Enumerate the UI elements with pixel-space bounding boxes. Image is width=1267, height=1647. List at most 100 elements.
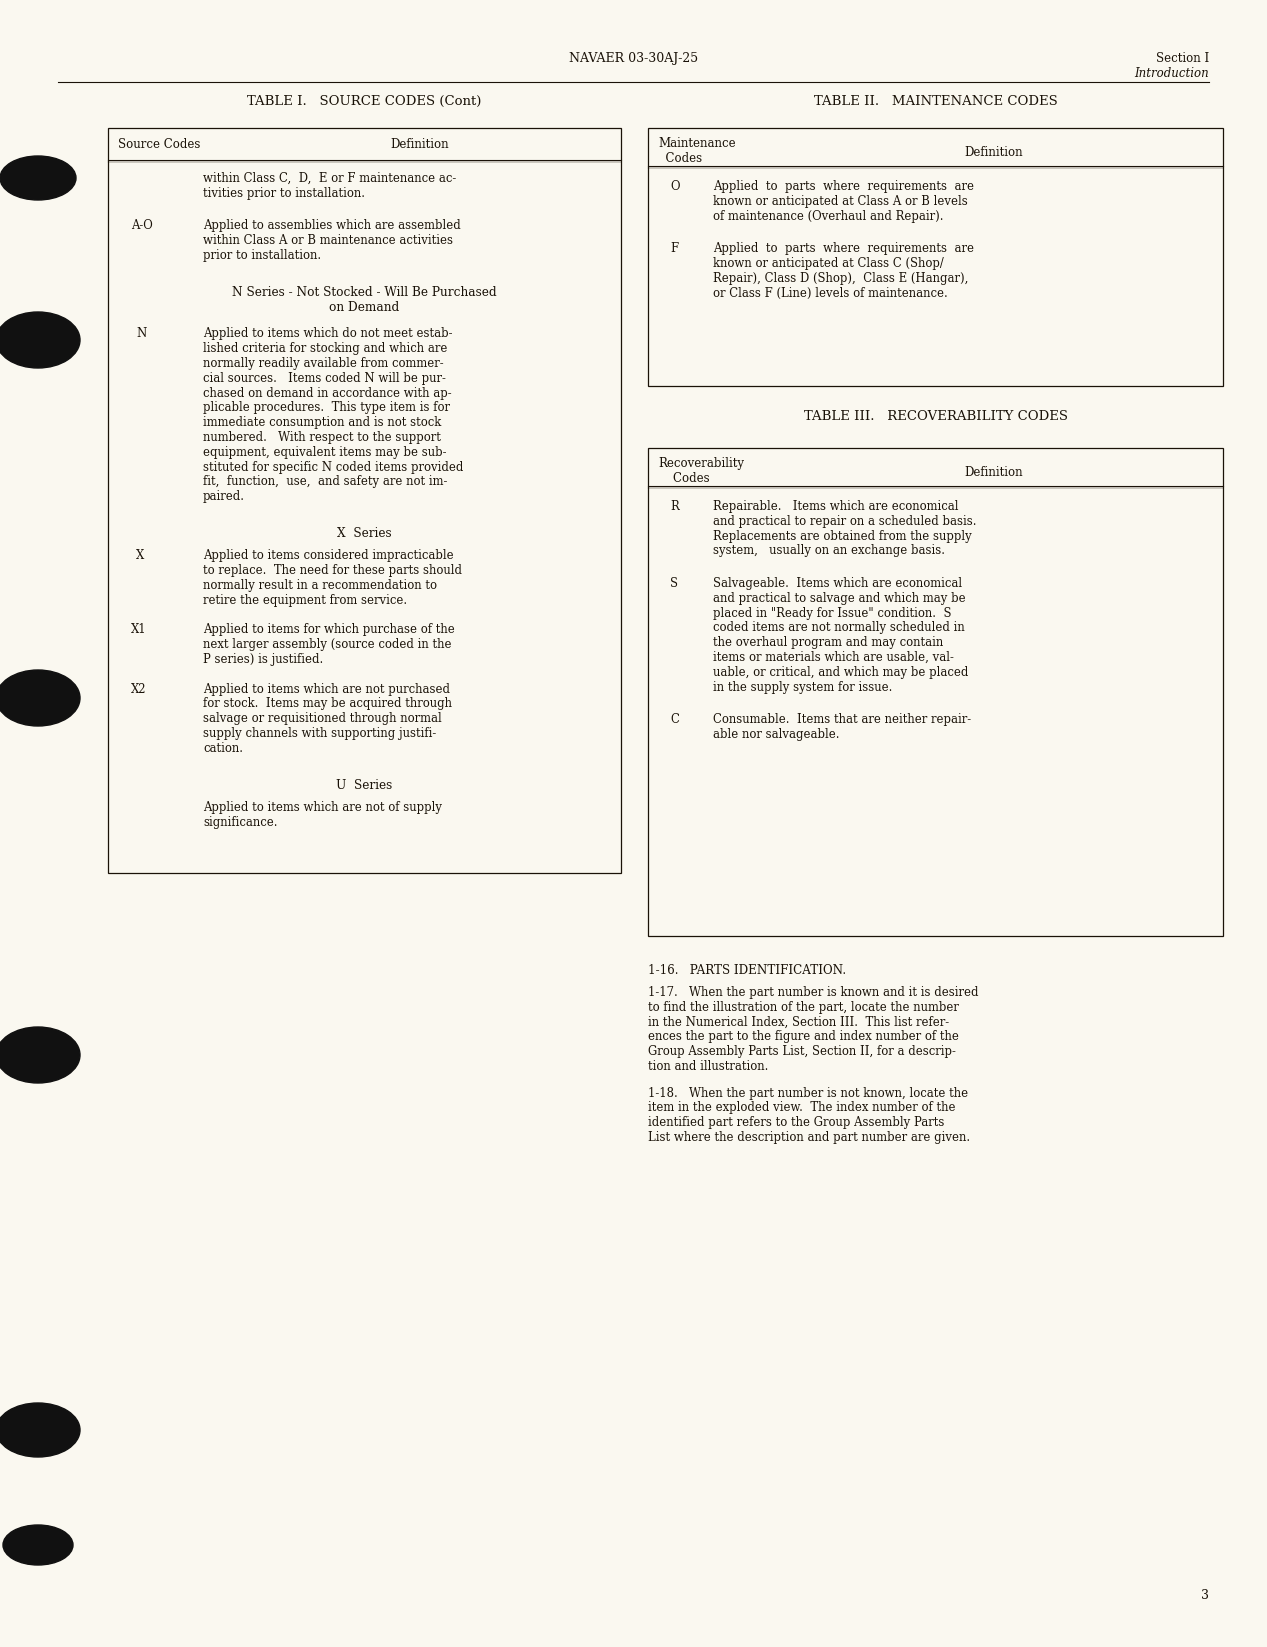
Text: N: N	[136, 328, 146, 341]
Ellipse shape	[3, 1525, 73, 1565]
Text: ences the part to the figure and index number of the: ences the part to the figure and index n…	[647, 1031, 959, 1044]
Text: Applied to items which do not meet estab-: Applied to items which do not meet estab…	[203, 328, 452, 341]
Text: cial sources.   Items coded N will be pur-: cial sources. Items coded N will be pur-	[203, 372, 446, 385]
Text: X2: X2	[131, 682, 147, 695]
Text: Applied to items which are not of supply: Applied to items which are not of supply	[203, 800, 442, 814]
Text: placed in "Ready for Issue" condition.  S: placed in "Ready for Issue" condition. S	[713, 606, 952, 619]
Text: O: O	[670, 180, 679, 193]
Text: Source Codes: Source Codes	[118, 138, 200, 152]
Text: Recoverability: Recoverability	[658, 456, 744, 469]
Text: lished criteria for stocking and which are: lished criteria for stocking and which a…	[203, 343, 447, 356]
Text: Applied to items considered impracticable: Applied to items considered impracticabl…	[203, 550, 454, 562]
Text: P series) is justified.: P series) is justified.	[203, 652, 323, 665]
Text: in the Numerical Index, Section III.  This list refer-: in the Numerical Index, Section III. Thi…	[647, 1016, 949, 1029]
Text: uable, or critical, and which may be placed: uable, or critical, and which may be pla…	[713, 665, 968, 679]
Text: item in the exploded view.  The index number of the: item in the exploded view. The index num…	[647, 1102, 955, 1115]
Text: coded items are not normally scheduled in: coded items are not normally scheduled i…	[713, 621, 964, 634]
Text: R: R	[670, 501, 679, 512]
Text: within Class C,  D,  E or F maintenance ac-: within Class C, D, E or F maintenance ac…	[203, 171, 456, 184]
Text: next larger assembly (source coded in the: next larger assembly (source coded in th…	[203, 637, 451, 651]
Bar	[647, 128, 1223, 385]
Text: paired.: paired.	[203, 491, 245, 504]
Text: NAVAER 03-30AJ-25: NAVAER 03-30AJ-25	[569, 53, 698, 64]
Text: Applied to assemblies which are assembled: Applied to assemblies which are assemble…	[203, 219, 461, 232]
Bar	[647, 448, 1223, 935]
Text: TABLE II.   MAINTENANCE CODES: TABLE II. MAINTENANCE CODES	[813, 96, 1058, 109]
Text: normally readily available from commer-: normally readily available from commer-	[203, 357, 443, 371]
Text: 1-17.   When the part number is known and it is desired: 1-17. When the part number is known and …	[647, 987, 978, 1000]
Text: identified part refers to the Group Assembly Parts: identified part refers to the Group Asse…	[647, 1117, 944, 1130]
Text: Salvageable.  Items which are economical: Salvageable. Items which are economical	[713, 576, 962, 590]
Text: or Class F (Line) levels of maintenance.: or Class F (Line) levels of maintenance.	[713, 287, 948, 300]
Text: cation.: cation.	[203, 741, 243, 754]
Text: Applied  to  parts  where  requirements  are: Applied to parts where requirements are	[713, 180, 974, 193]
Text: Group Assembly Parts List, Section II, for a descrip-: Group Assembly Parts List, Section II, f…	[647, 1046, 955, 1059]
Text: retire the equipment from service.: retire the equipment from service.	[203, 595, 407, 606]
Text: supply channels with supporting justifi-: supply channels with supporting justifi-	[203, 726, 436, 740]
Text: stituted for specific N coded items provided: stituted for specific N coded items prov…	[203, 461, 464, 474]
Text: Definition: Definition	[390, 138, 449, 152]
Ellipse shape	[0, 311, 80, 367]
Text: X  Series: X Series	[337, 527, 392, 540]
Text: TABLE III.   RECOVERABILITY CODES: TABLE III. RECOVERABILITY CODES	[803, 410, 1068, 423]
Text: known or anticipated at Class A or B levels: known or anticipated at Class A or B lev…	[713, 194, 968, 208]
Text: Replacements are obtained from the supply: Replacements are obtained from the suppl…	[713, 530, 972, 542]
Text: for stock.  Items may be acquired through: for stock. Items may be acquired through	[203, 697, 452, 710]
Text: Codes: Codes	[658, 152, 702, 165]
Ellipse shape	[0, 1028, 80, 1084]
Text: Consumable.  Items that are neither repair-: Consumable. Items that are neither repai…	[713, 713, 971, 726]
Text: and practical to repair on a scheduled basis.: and practical to repair on a scheduled b…	[713, 516, 977, 527]
Text: 1-16.   PARTS IDENTIFICATION.: 1-16. PARTS IDENTIFICATION.	[647, 963, 846, 977]
Text: numbered.   With respect to the support: numbered. With respect to the support	[203, 432, 441, 445]
Text: salvage or requisitioned through normal: salvage or requisitioned through normal	[203, 712, 442, 725]
Text: plicable procedures.  This type item is for: plicable procedures. This type item is f…	[203, 402, 450, 415]
Text: items or materials which are usable, val-: items or materials which are usable, val…	[713, 651, 954, 664]
Text: N Series - Not Stocked - Will Be Purchased: N Series - Not Stocked - Will Be Purchas…	[232, 287, 497, 300]
Text: Definition: Definition	[964, 466, 1022, 479]
Text: able nor salvageable.: able nor salvageable.	[713, 728, 840, 741]
Text: within Class A or B maintenance activities: within Class A or B maintenance activiti…	[203, 234, 454, 247]
Text: Applied to items for which purchase of the: Applied to items for which purchase of t…	[203, 624, 455, 636]
Text: Introduction: Introduction	[1134, 68, 1209, 81]
Text: A-O: A-O	[131, 219, 153, 232]
Text: of maintenance (Overhaul and Repair).: of maintenance (Overhaul and Repair).	[713, 209, 944, 222]
Text: to find the illustration of the part, locate the number: to find the illustration of the part, lo…	[647, 1001, 959, 1015]
Bar	[108, 128, 621, 873]
Text: and practical to salvage and which may be: and practical to salvage and which may b…	[713, 591, 965, 604]
Text: to replace.  The need for these parts should: to replace. The need for these parts sho…	[203, 565, 462, 576]
Text: significance.: significance.	[203, 815, 277, 828]
Text: F: F	[670, 242, 678, 255]
Text: TABLE I.   SOURCE CODES (Cont): TABLE I. SOURCE CODES (Cont)	[247, 96, 481, 109]
Text: Repairable.   Items which are economical: Repairable. Items which are economical	[713, 501, 959, 512]
Text: fit,  function,  use,  and safety are not im-: fit, function, use, and safety are not i…	[203, 476, 447, 489]
Text: tivities prior to installation.: tivities prior to installation.	[203, 186, 365, 199]
Text: Applied  to  parts  where  requirements  are: Applied to parts where requirements are	[713, 242, 974, 255]
Text: Codes: Codes	[658, 471, 710, 484]
Ellipse shape	[0, 156, 76, 199]
Text: X1: X1	[131, 624, 147, 636]
Text: Section I: Section I	[1156, 53, 1209, 64]
Text: Repair), Class D (Shop),  Class E (Hangar),: Repair), Class D (Shop), Class E (Hangar…	[713, 272, 968, 285]
Text: equipment, equivalent items may be sub-: equipment, equivalent items may be sub-	[203, 446, 446, 460]
Text: C: C	[670, 713, 679, 726]
Text: Definition: Definition	[964, 147, 1022, 160]
Text: the overhaul program and may contain: the overhaul program and may contain	[713, 636, 943, 649]
Text: X: X	[136, 550, 144, 562]
Text: 1-18.   When the part number is not known, locate the: 1-18. When the part number is not known,…	[647, 1087, 968, 1100]
Text: chased on demand in accordance with ap-: chased on demand in accordance with ap-	[203, 387, 451, 400]
Text: 3: 3	[1201, 1589, 1209, 1603]
Text: tion and illustration.: tion and illustration.	[647, 1061, 768, 1072]
Text: Applied to items which are not purchased: Applied to items which are not purchased	[203, 682, 450, 695]
Text: List where the description and part number are given.: List where the description and part numb…	[647, 1131, 971, 1145]
Text: on Demand: on Demand	[329, 301, 399, 315]
Text: S: S	[670, 576, 678, 590]
Text: in the supply system for issue.: in the supply system for issue.	[713, 680, 892, 693]
Text: U  Series: U Series	[336, 779, 393, 792]
Text: system,   usually on an exchange basis.: system, usually on an exchange basis.	[713, 545, 945, 557]
Text: normally result in a recommendation to: normally result in a recommendation to	[203, 580, 437, 591]
Text: prior to installation.: prior to installation.	[203, 249, 321, 262]
Text: Maintenance: Maintenance	[658, 137, 736, 150]
Text: immediate consumption and is not stock: immediate consumption and is not stock	[203, 417, 441, 430]
Text: known or anticipated at Class C (Shop/: known or anticipated at Class C (Shop/	[713, 257, 944, 270]
Ellipse shape	[0, 670, 80, 726]
